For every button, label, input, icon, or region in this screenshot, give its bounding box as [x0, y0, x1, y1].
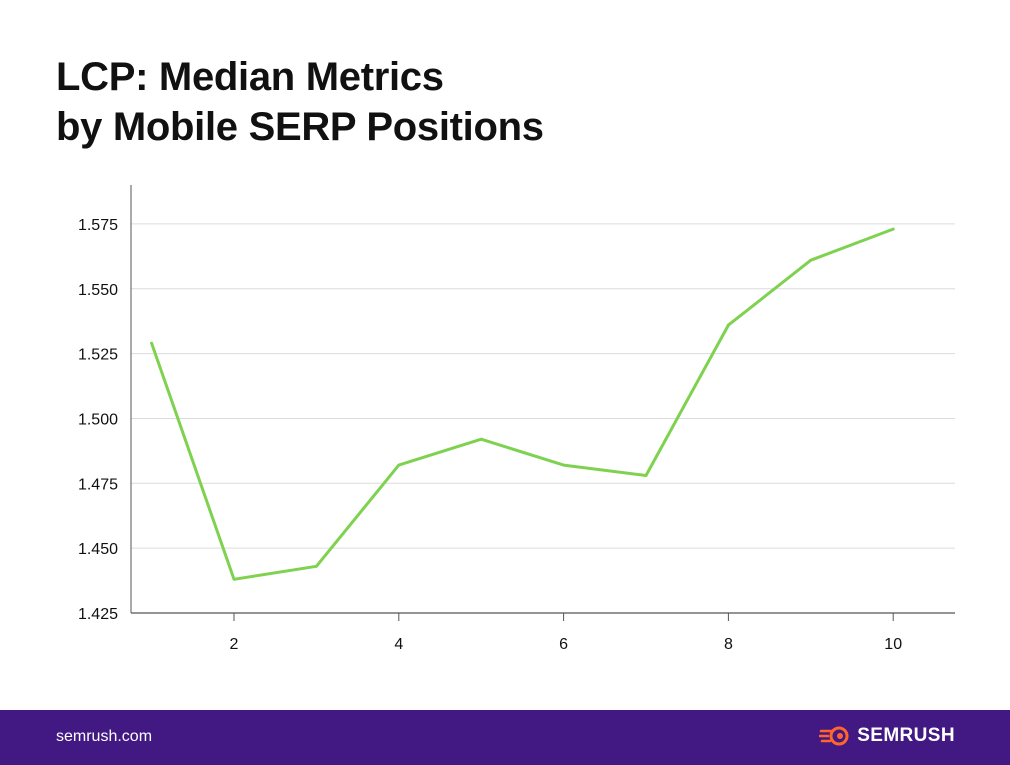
y-tick-label: 1.525 [78, 347, 118, 364]
x-axis-tick-labels: 2 4 6 8 10 [230, 636, 903, 653]
x-axis-ticks [233, 613, 894, 621]
line-chart: 1.425 1.450 1.475 1.500 1.525 1.550 1.575 2 4 6 8… [78, 185, 955, 653]
chart-title-line-2: by Mobile SERP Positions [56, 105, 544, 149]
semrush-flame-icon [819, 726, 849, 746]
x-tick-label: 6 [559, 636, 568, 653]
series-line [150, 227, 895, 581]
x-tick-label: 10 [884, 636, 902, 653]
data-points [150, 227, 895, 581]
y-tick-label: 1.575 [78, 217, 118, 234]
y-gridlines [131, 223, 955, 549]
data-point [150, 341, 154, 345]
x-tick-label: 4 [394, 636, 403, 653]
footer-bar: semrush.com SEMRUSH [0, 710, 1010, 765]
footer-site-url: semrush.com [56, 728, 153, 745]
data-point [397, 463, 401, 467]
y-tick-label: 1.500 [78, 411, 118, 428]
data-point [644, 474, 648, 477]
data-point [479, 437, 483, 441]
y-tick-label: 1.550 [78, 282, 118, 299]
y-tick-label: 1.425 [78, 606, 118, 623]
data-point [891, 227, 895, 231]
y-tick-label: 1.475 [78, 476, 118, 493]
chart-title: LCP: Median Metrics by Mobile SERP Posit… [56, 52, 544, 152]
data-point [232, 577, 236, 581]
data-point [562, 463, 565, 467]
data-point [727, 323, 730, 327]
y-axis-tick-labels: 1.425 1.450 1.475 1.500 1.525 1.550 1.575 [78, 217, 118, 623]
data-point [809, 258, 813, 262]
data-point [315, 564, 318, 568]
x-tick-label: 2 [230, 636, 239, 653]
x-tick-label: 8 [724, 636, 733, 653]
chart-title-line-1: LCP: Median Metrics [56, 55, 444, 99]
semrush-logo: SEMRUSH [819, 725, 955, 747]
semrush-wordmark: SEMRUSH [857, 725, 955, 746]
y-tick-label: 1.450 [78, 541, 118, 558]
